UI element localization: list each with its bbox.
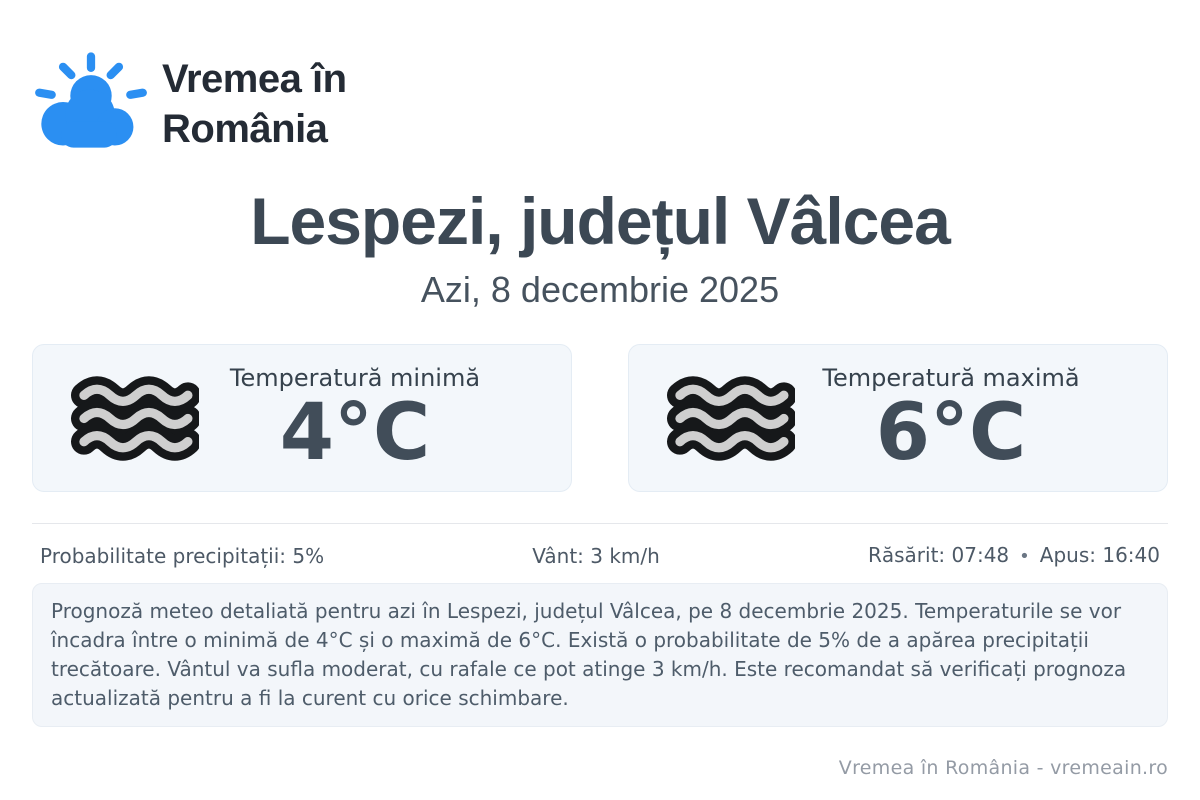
min-temperature-label: Temperatură minimă — [229, 364, 481, 392]
sunset-stat: Apus: 16:40 — [1039, 543, 1160, 567]
page-title: Lespezi, județul Vâlcea — [250, 184, 951, 258]
site-logo-line2: România — [162, 107, 328, 151]
stats-divider — [32, 523, 1168, 524]
min-temperature-text: Temperatură minimă 4°C — [199, 363, 511, 473]
site-logo-text: Vremea în România — [162, 42, 347, 154]
site-logo-line1: Vremea în — [162, 57, 347, 101]
sunrise-stat: Răsărit: 07:48 — [867, 543, 1010, 567]
precipitation-stat: Probabilitate precipitații: 5% — [40, 544, 325, 568]
forecast-summary: Prognoză meteo detaliată pentru azi în L… — [32, 583, 1168, 727]
max-temperature-card: Temperatură maximă 6°C — [628, 344, 1168, 492]
footer-credit: Vremea în România - vremeain.ro — [838, 757, 1168, 779]
max-temperature-value: 6°C — [875, 388, 1027, 478]
wind-stat: Vânt: 3 km/h — [532, 544, 660, 568]
max-temperature-label: Temperatură maximă — [822, 364, 1080, 392]
stats-row: Probabilitate precipitații: 5% Vânt: 3 k… — [32, 541, 1168, 571]
site-logo: Vremea în România — [32, 42, 1168, 162]
bullet-separator: • — [1019, 546, 1030, 567]
min-temperature-value: 4°C — [279, 388, 431, 478]
fog-icon — [667, 375, 795, 461]
sun-times-stat: Răsărit: 07:48 • Apus: 16:40 — [868, 541, 1160, 571]
min-temperature-card: Temperatură minimă 4°C — [32, 344, 572, 492]
temperature-cards: Temperatură minimă 4°C Temperatură maxim… — [32, 344, 1168, 492]
fog-icon — [71, 375, 199, 461]
sun-behind-cloud-icon — [35, 52, 147, 148]
page-subtitle: Azi, 8 decembrie 2025 — [420, 269, 780, 310]
max-temperature-text: Temperatură maximă 6°C — [795, 363, 1107, 473]
